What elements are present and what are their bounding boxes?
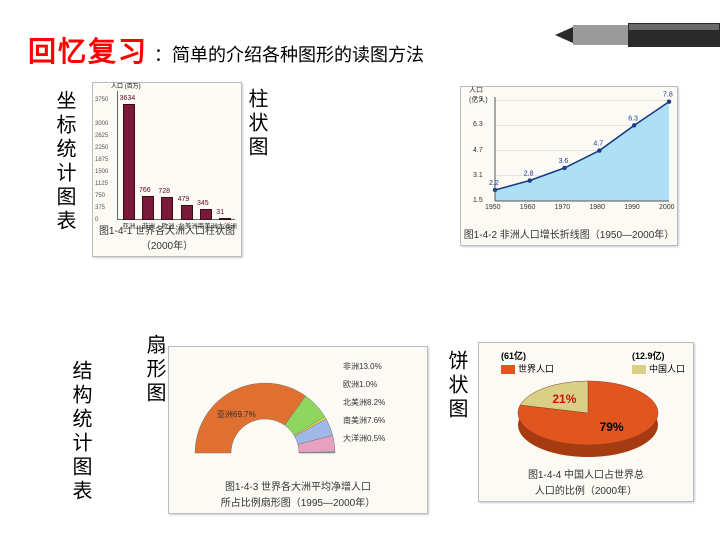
svg-text:2.2: 2.2 (489, 180, 499, 187)
label-fan: 扇形图 (140, 334, 169, 406)
bar-4: 345 (200, 209, 212, 220)
page-title-sub: ：简单的介绍各种图形的读图方法 (154, 41, 424, 67)
label-bar: 柱状图 (242, 88, 271, 160)
svg-text:4.7: 4.7 (593, 141, 603, 148)
label-pie: 饼状图 (442, 350, 471, 422)
label-struct-stats: 结构统计图表 (66, 360, 95, 504)
fan-caption1: 图1-4-3 世界各大洲平均净增人口 (169, 478, 427, 493)
bar-0: 3634 (123, 104, 135, 220)
bar-1: 766 (142, 196, 154, 221)
label-coord-stats: 坐标统计图表 (50, 90, 79, 234)
svg-text:21%: 21% (552, 392, 576, 406)
fan-plot (177, 353, 421, 463)
svg-text:6.3: 6.3 (628, 115, 638, 122)
pie-caption1: 图1-4-4 中国人口占世界总 (479, 466, 693, 481)
svg-text:7.8: 7.8 (663, 92, 673, 99)
line-plot: 2.2 2.8 3.6 4.7 6.3 7.8 (461, 87, 679, 219)
svg-text:2.8: 2.8 (524, 171, 534, 178)
pie-legend: (61亿)世界人口(12.9亿)中国人口 (501, 349, 685, 375)
bar-y-title: 人口 (百万) (111, 81, 141, 90)
pie-caption2: 人口的比例（2000年） (479, 482, 693, 497)
bar-2: 728 (161, 197, 173, 220)
bar-3: 479 (181, 205, 193, 220)
line-caption: 图1-4-2 非洲人口增长折线图（1950—2000年） (461, 226, 677, 241)
page-title-main: 回忆复习 (28, 30, 148, 70)
svg-text:79%: 79% (600, 420, 624, 434)
fan-caption2: 所占比例扇形图（1995—2000年） (169, 494, 427, 509)
bar-chart: 人口 (百万) 363476672847934531 0375750112515… (92, 82, 242, 257)
pie-plot: 79% 21% (513, 373, 663, 463)
pen-icon (555, 0, 720, 55)
fan-chart: 亚洲69.7%非洲13.0%欧洲1.0%北美洲8.2%南美洲7.6%大洋洲0.5… (168, 346, 428, 514)
svg-text:3.6: 3.6 (559, 158, 569, 165)
pie-chart: (61亿)世界人口(12.9亿)中国人口 79% 21% 图1-4-4 中国人口占… (478, 342, 694, 502)
line-chart: 2.22.83.64.76.37.8 1.53.14.76.37.9195019… (460, 86, 678, 246)
